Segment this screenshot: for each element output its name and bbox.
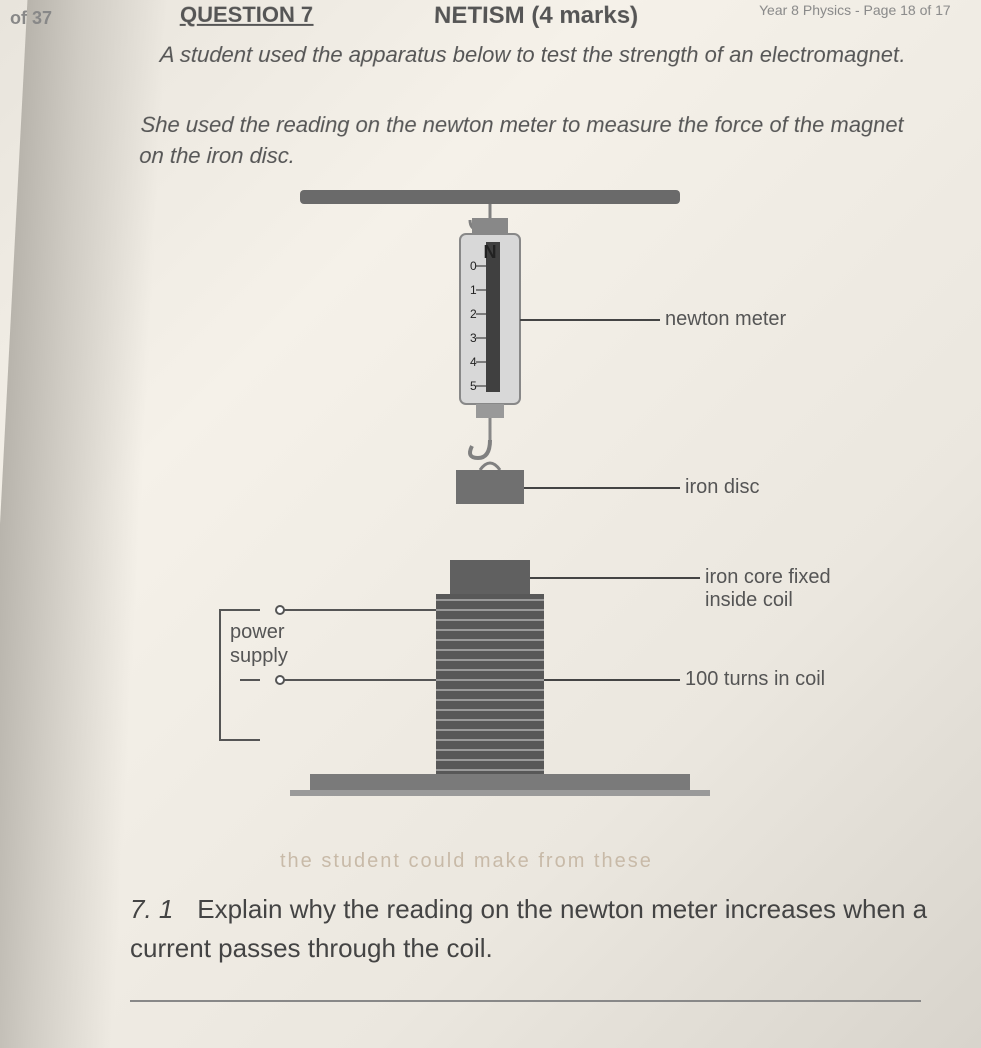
meter-bottom-cap	[476, 404, 504, 418]
base-shadow	[290, 790, 710, 796]
intro-paragraph-1: A student used the apparatus below to te…	[159, 40, 922, 71]
base-plate	[310, 774, 690, 790]
svg-text:2: 2	[470, 307, 477, 321]
question-label: QUESTION 7	[180, 2, 314, 28]
disc-loop	[480, 463, 500, 470]
label-power-supply: powersupply	[230, 620, 288, 668]
meter-cap	[472, 218, 508, 234]
bleed-through-text: the student could make from these	[280, 850, 653, 873]
meter-scale-strip	[486, 242, 500, 392]
answer-line	[130, 1000, 921, 1002]
support-bar	[300, 190, 680, 204]
title-marks: NETISM (4 marks)	[434, 2, 639, 30]
apparatus-diagram: N 0 1 2 3 4 5	[140, 180, 880, 850]
question-text: Explain why the reading on the newton me…	[130, 894, 927, 963]
page-number: of 37	[10, 8, 52, 29]
label-iron-core: iron core fixed inside coil	[705, 566, 880, 612]
question-number: 7. 1	[130, 890, 190, 929]
iron-core-top	[450, 560, 530, 594]
label-newton-meter: newton meter	[665, 308, 786, 331]
label-iron-disc: iron disc	[685, 476, 759, 499]
svg-text:3: 3	[470, 331, 477, 345]
meter-unit: N	[484, 242, 497, 262]
header: QUESTION 7 NETISM (4 marks) Year 8 Physi…	[180, 2, 951, 30]
bottom-hook	[470, 440, 490, 458]
svg-text:5: 5	[470, 379, 477, 393]
iron-disc	[456, 470, 524, 504]
svg-text:4: 4	[470, 355, 477, 369]
label-turns: 100 turns in coil	[685, 668, 825, 691]
svg-text:0: 0	[470, 259, 477, 273]
intro-paragraph-2: She used the reading on the newton meter…	[139, 110, 923, 171]
svg-text:1: 1	[470, 283, 477, 297]
page-ref: Year 8 Physics - Page 18 of 17	[759, 2, 951, 18]
question-7-1: 7. 1 Explain why the reading on the newt…	[130, 890, 931, 968]
